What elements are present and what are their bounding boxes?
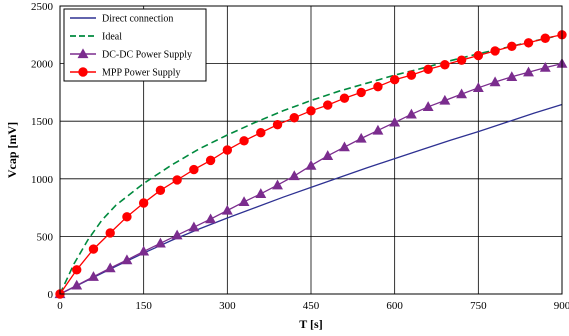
plot-border — [59, 5, 563, 295]
data-point — [205, 213, 217, 224]
legend-label: Direct connection — [102, 14, 173, 25]
series-dc-dc-power-supply — [54, 57, 568, 299]
data-point — [171, 229, 183, 240]
tick-labels: 0 150 300 450 600 750 900 0 500 1000 1500 2000 2500 — [31, 1, 569, 312]
data-point — [205, 155, 216, 166]
x-axis-title: T [s] — [299, 317, 322, 331]
data-point — [138, 245, 150, 256]
x-tick-label: 450 — [303, 300, 320, 312]
data-point — [405, 108, 417, 119]
data-point — [77, 48, 89, 59]
legend-label: Ideal — [102, 32, 122, 43]
legend-label: DC-DC Power Supply — [102, 50, 192, 61]
y-tick-label: 500 — [37, 231, 54, 243]
data-point — [523, 38, 534, 48]
legend-item: DC-DC Power Supply — [70, 48, 192, 61]
x-tick-label: 900 — [554, 300, 569, 312]
data-point — [355, 132, 367, 143]
legend-item: Direct connection — [70, 14, 173, 25]
data-point — [423, 64, 433, 75]
series-mpp-power-supply — [55, 30, 567, 299]
data-point — [188, 221, 200, 232]
data-point — [272, 179, 283, 190]
data-point — [507, 41, 517, 52]
x-tick-label: 750 — [470, 300, 487, 312]
data-point — [122, 212, 132, 222]
data-point — [121, 254, 133, 265]
data-point — [472, 82, 484, 92]
data-point — [389, 75, 400, 85]
data-point — [506, 71, 518, 82]
y-tick-label: 1000 — [31, 174, 54, 186]
data-point — [473, 50, 484, 61]
legend-box — [63, 8, 207, 82]
data-point — [339, 93, 350, 103]
data-point — [154, 237, 166, 248]
data-point — [356, 87, 366, 98]
x-tick-label: 150 — [135, 300, 152, 312]
data-point — [239, 136, 249, 146]
data-point — [306, 106, 316, 116]
data-point — [105, 228, 115, 238]
data-point — [373, 81, 383, 92]
data-point — [440, 60, 450, 70]
data-point — [138, 198, 149, 208]
data-point — [72, 265, 82, 275]
data-point — [339, 141, 350, 152]
data-point — [172, 175, 182, 185]
series-line — [59, 34, 563, 295]
legend-item: MPP Power Supply — [70, 67, 181, 79]
data-point — [71, 279, 83, 290]
legend-label: MPP Power Supply — [102, 68, 181, 79]
legend-item: Ideal — [70, 32, 122, 43]
data-point — [78, 67, 88, 77]
series-layer — [54, 30, 568, 299]
data-point — [490, 46, 500, 56]
data-point — [323, 100, 333, 110]
data-point — [289, 113, 299, 123]
y-axis-title: Vcap [mV] — [5, 122, 19, 178]
x-tick-label: 600 — [386, 300, 403, 312]
data-point — [389, 116, 401, 127]
data-point — [88, 244, 99, 254]
data-point — [222, 145, 233, 155]
data-point — [256, 128, 266, 138]
data-point — [540, 33, 550, 43]
legend: Direct connection Ideal DC-DC Power Supply… — [63, 8, 207, 82]
data-point — [523, 66, 534, 77]
data-point — [305, 159, 317, 170]
data-point — [288, 170, 300, 181]
series-ideal — [59, 34, 563, 295]
y-tick-label: 0 — [48, 289, 54, 301]
y-tick-label: 2500 — [31, 1, 54, 13]
data-point — [272, 119, 283, 130]
x-tick-label: 0 — [57, 300, 63, 312]
x-tick-label: 300 — [219, 300, 236, 312]
data-point — [155, 185, 166, 196]
data-point — [189, 164, 199, 175]
data-point — [422, 101, 434, 111]
data-point — [406, 70, 417, 80]
data-point — [456, 55, 467, 65]
data-point — [238, 196, 250, 207]
data-point — [88, 271, 99, 281]
y-tick-label: 2000 — [31, 59, 54, 71]
data-point — [255, 188, 267, 198]
data-point — [221, 204, 233, 215]
data-point — [372, 124, 384, 135]
data-point — [322, 150, 334, 160]
y-tick-label: 1500 — [31, 116, 54, 128]
data-point — [539, 62, 551, 72]
data-point — [439, 94, 451, 105]
data-point — [456, 88, 468, 99]
data-point — [489, 76, 501, 87]
data-point — [104, 262, 116, 273]
